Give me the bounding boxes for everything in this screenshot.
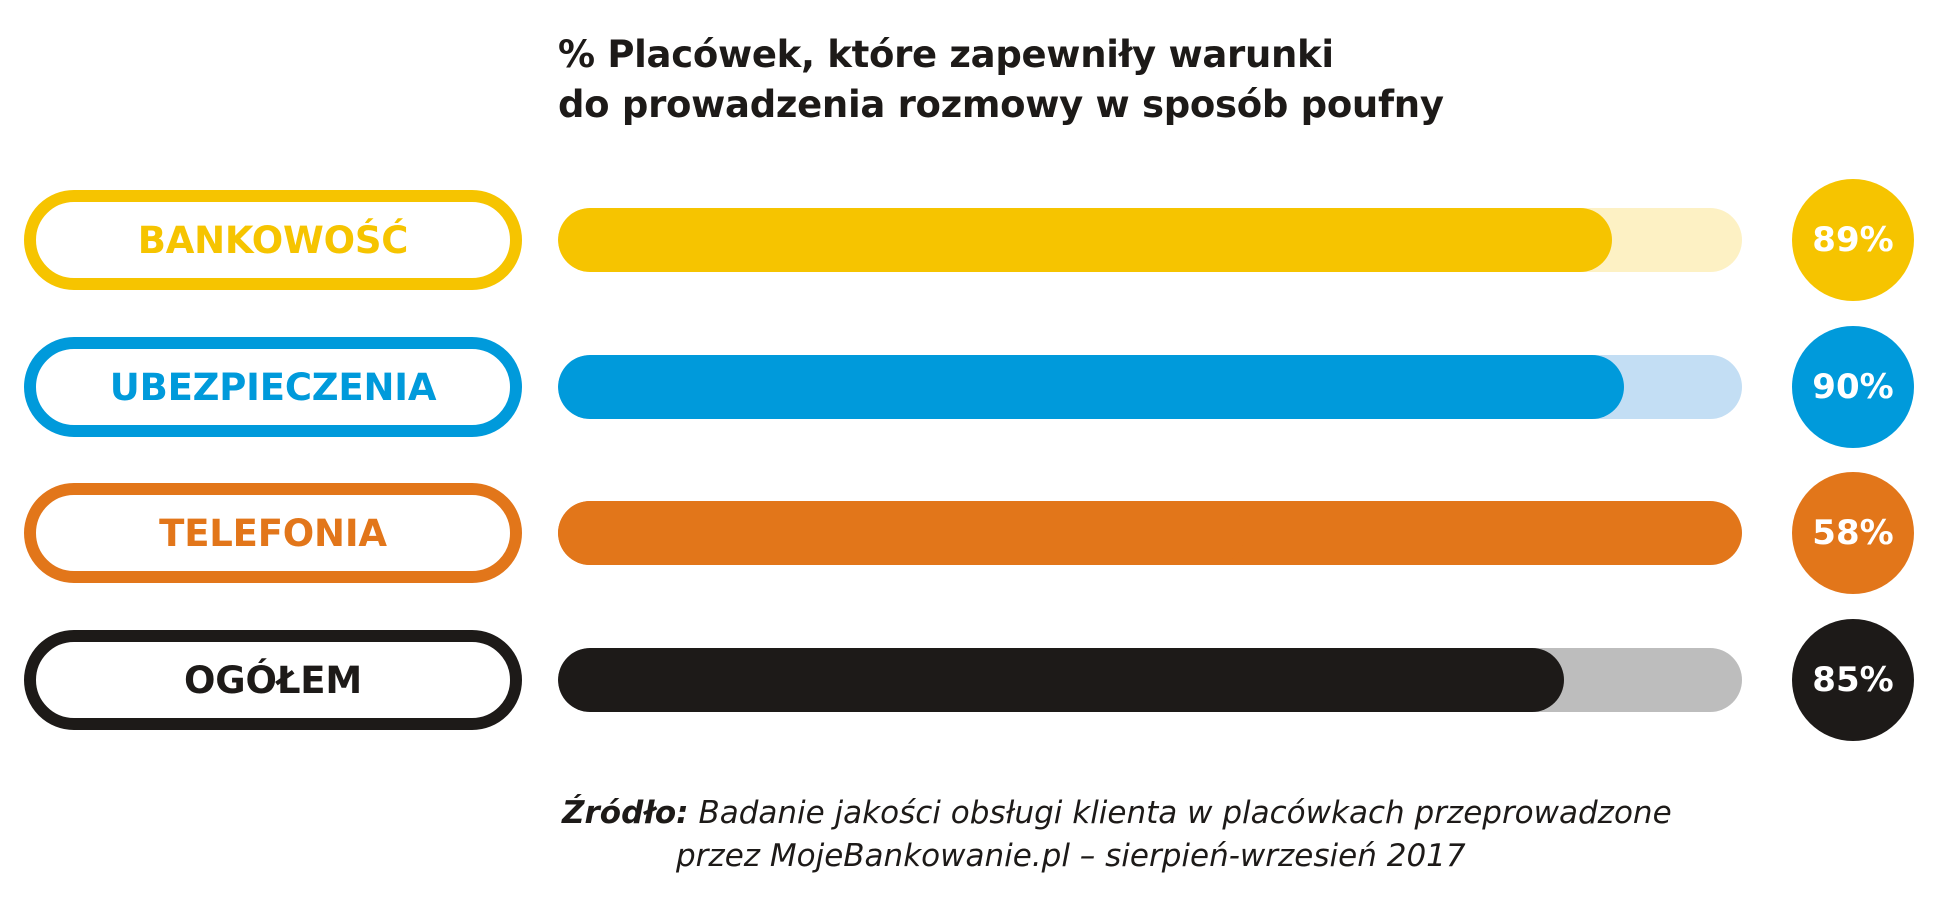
bar-rows: BANKOWOŚĆ 89% UBEZPIECZENIA 90% TELEFONIA 58%… (0, 179, 1948, 741)
bar-row-telefonia: TELEFONIA 58% (0, 472, 1948, 594)
category-label: TELEFONIA (159, 511, 387, 555)
source-line-2: przez MojeBankowanie.pl – sierpień-wrzes… (676, 838, 1466, 874)
bar-track (558, 648, 1742, 712)
category-label: OGÓŁEM (184, 658, 362, 702)
bar-row-ogolem: OGÓŁEM 85% (0, 619, 1948, 741)
bar-fill (558, 208, 1612, 272)
bar-row-ubezpieczenia: UBEZPIECZENIA 90% (0, 326, 1948, 448)
category-label: BANKOWOŚĆ (137, 218, 409, 262)
category-label: UBEZPIECZENIA (109, 365, 437, 409)
value-label: 85% (1812, 660, 1894, 700)
bar-row-bankowosc: BANKOWOŚĆ 89% (0, 179, 1948, 301)
value-badge: 90% (1792, 326, 1914, 448)
chart-title-line-2: do prowadzenia rozmowy w sposób poufny (558, 83, 1444, 126)
source-label: Źródło: (562, 795, 689, 831)
category-pill: TELEFONIA (24, 483, 522, 583)
category-pill: UBEZPIECZENIA (24, 337, 522, 437)
value-badge: 89% (1792, 179, 1914, 301)
bar-track (558, 208, 1742, 272)
bar-track (558, 355, 1742, 419)
chart-title-line-1: % Placówek, które zapewniły warunki (558, 33, 1334, 76)
value-label: 58% (1812, 513, 1894, 553)
bar-fill (558, 648, 1564, 712)
source-note: Źródło: Badanie jakości obsługi klienta … (562, 792, 1672, 878)
value-label: 89% (1812, 220, 1894, 260)
category-pill: OGÓŁEM (24, 630, 522, 730)
source-line-1: Badanie jakości obsługi klienta w placów… (698, 795, 1672, 831)
chart-title: % Placówek, które zapewniły warunki do p… (558, 30, 1444, 130)
category-pill: BANKOWOŚĆ (24, 190, 522, 290)
bar-track (558, 501, 1742, 565)
value-badge: 85% (1792, 619, 1914, 741)
value-badge: 58% (1792, 472, 1914, 594)
bar-fill (558, 501, 1245, 565)
value-label: 90% (1812, 367, 1894, 407)
bar-fill (558, 355, 1624, 419)
